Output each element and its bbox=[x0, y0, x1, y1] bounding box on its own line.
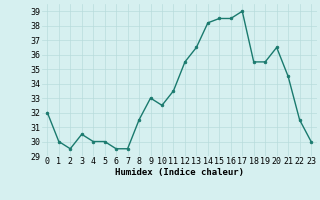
X-axis label: Humidex (Indice chaleur): Humidex (Indice chaleur) bbox=[115, 168, 244, 177]
